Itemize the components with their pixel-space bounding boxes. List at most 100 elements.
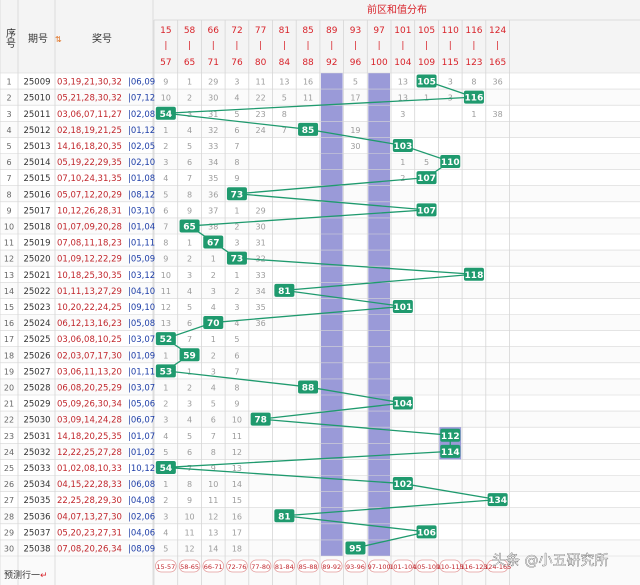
column-header-divider: | bbox=[212, 41, 215, 51]
row-miss-count: 9 bbox=[234, 400, 239, 409]
row-front-numbers: 10,20,22,24,25 bbox=[57, 303, 122, 313]
predict-range-button[interactable] bbox=[486, 559, 509, 573]
row-seq: 7 bbox=[6, 174, 11, 183]
row-miss-count: 6 bbox=[187, 158, 192, 167]
table-row: 4 25012 02,18,19,21,25 |01,12 1 4 32 6 24 7 19 bbox=[6, 126, 360, 136]
predict-range-button[interactable] bbox=[155, 559, 177, 573]
predict-range-label[interactable]: 105-109 bbox=[413, 563, 440, 571]
predict-range-button[interactable] bbox=[320, 559, 343, 573]
row-miss-count: 3 bbox=[400, 110, 405, 119]
row-back-numbers: |03,07 bbox=[128, 383, 155, 393]
predict-range-label[interactable]: 89-92 bbox=[322, 563, 341, 571]
column-header-top: 81 bbox=[279, 26, 290, 36]
row-back-numbers: |04,06 bbox=[128, 528, 155, 538]
row-seq: 11 bbox=[4, 239, 14, 248]
table-row: 17 25025 03,06,08,10,25 |03,07 7 1 5 bbox=[4, 335, 240, 345]
predict-range-button[interactable] bbox=[392, 559, 414, 573]
table-row: 16 25024 06,12,13,16,23 |05,08 13 6 4 36 bbox=[4, 319, 266, 329]
row-back-numbers: |03,12 bbox=[128, 271, 155, 281]
predict-range-label[interactable]: 72-76 bbox=[228, 563, 247, 571]
row-back-numbers: |01,02 bbox=[128, 448, 155, 458]
row-miss-count: 3 bbox=[234, 78, 239, 87]
sum-value: 107 bbox=[417, 206, 436, 216]
table-rows: 1 25009 03,19,21,30,32 |06,09 9 1 29 3 11 13 16 5 13… bbox=[4, 78, 503, 555]
table-row: 23 25031 14,18,20,25,35 |01,07 4 5 7 11 bbox=[4, 432, 242, 442]
row-miss-count: 10 bbox=[161, 271, 171, 280]
row-miss-count: 4 bbox=[187, 416, 192, 425]
column-header-divider: | bbox=[496, 41, 499, 51]
sum-marker bbox=[416, 203, 437, 217]
row-miss-count: 4 bbox=[234, 94, 239, 103]
table-row: 18 25026 02,03,07,17,30 |01,09 1 2 6 bbox=[4, 351, 240, 361]
row-back-numbers: |01,11 bbox=[128, 367, 155, 377]
column-header-top: 77 bbox=[255, 26, 266, 36]
row-miss-count: 1 bbox=[424, 94, 429, 103]
column-header-bottom: 71 bbox=[208, 58, 219, 68]
predict-range-label[interactable]: 15-57 bbox=[156, 563, 175, 571]
row-miss-count: 13 bbox=[398, 94, 408, 103]
predict-range-button[interactable] bbox=[202, 559, 224, 573]
row-miss-count: 1 bbox=[163, 480, 168, 489]
predict-range-button[interactable] bbox=[226, 559, 248, 573]
predict-range-label[interactable]: 81-84 bbox=[275, 563, 294, 571]
predict-range-label[interactable]: 58-65 bbox=[180, 563, 199, 571]
predict-range-button[interactable] bbox=[368, 559, 390, 573]
row-miss-count: 17 bbox=[350, 94, 360, 103]
row-front-numbers: 02,18,19,21,25 bbox=[57, 126, 122, 136]
predict-range-button[interactable] bbox=[463, 559, 485, 573]
row-seq: 23 bbox=[4, 432, 14, 441]
row-miss-count: 15 bbox=[232, 496, 242, 505]
column-header-top: 66 bbox=[208, 26, 220, 36]
seq-header: 序号 bbox=[4, 27, 16, 49]
row-front-numbers: 03,06,08,10,25 bbox=[57, 335, 122, 345]
sort-arrow-icon[interactable]: ⇅ bbox=[55, 35, 62, 44]
predict-range-label[interactable]: 116-123 bbox=[460, 563, 487, 571]
row-miss-count: 8 bbox=[471, 78, 476, 87]
predict-range-label[interactable]: 97-100 bbox=[368, 563, 391, 571]
row-miss-count: 1 bbox=[400, 158, 405, 167]
row-back-numbers: |01,09 bbox=[128, 351, 155, 361]
predict-range-label[interactable]: 77-80 bbox=[251, 563, 270, 571]
table-row: 30 25038 07,08,20,26,34 |08,09 5 12 14 18 bbox=[4, 544, 242, 554]
row-back-numbers: |06,09 bbox=[128, 78, 155, 88]
row-miss-count: 12 bbox=[232, 448, 242, 457]
predict-range-label[interactable]: 85-88 bbox=[299, 563, 318, 571]
predict-range-label[interactable]: 66-71 bbox=[204, 563, 223, 571]
predict-range-button[interactable] bbox=[249, 559, 272, 573]
predict-range-button[interactable] bbox=[415, 559, 438, 573]
row-miss-count: 18 bbox=[232, 544, 242, 553]
row-back-numbers: |02,08 bbox=[128, 110, 155, 120]
predict-range-button[interactable] bbox=[178, 559, 201, 573]
row-miss-count: 1 bbox=[163, 126, 168, 135]
row-period: 25013 bbox=[23, 142, 50, 152]
row-miss-count: 36 bbox=[256, 319, 266, 328]
predict-arrow-icon: ↵ bbox=[40, 571, 48, 581]
predict-range-label[interactable]: 93-96 bbox=[346, 563, 365, 571]
predict-range-button[interactable] bbox=[439, 559, 461, 573]
predict-range-label[interactable]: 110-115 bbox=[437, 563, 464, 571]
row-miss-count: 13 bbox=[398, 78, 408, 87]
row-miss-count: 7 bbox=[163, 222, 168, 231]
column-header-top: 101 bbox=[394, 26, 411, 36]
predict-range-label[interactable]: 101-104 bbox=[389, 563, 416, 571]
row-front-numbers: 06,12,13,16,23 bbox=[57, 319, 122, 329]
table-header: 序号 期号 ⇅ 奖号 前区和值分布 bbox=[4, 3, 428, 49]
predict-range-label[interactable]: 124-165 bbox=[484, 563, 511, 571]
watermark-text: 头条 @小五研究所 bbox=[492, 552, 608, 569]
predict-range-button[interactable] bbox=[273, 559, 296, 573]
predict-range-button[interactable] bbox=[344, 559, 367, 573]
column-header-bottom: 76 bbox=[231, 58, 243, 68]
sum-marker bbox=[440, 428, 461, 442]
row-miss-count: 11 bbox=[161, 287, 171, 296]
row-miss-count: 11 bbox=[208, 496, 218, 505]
row-period: 25014 bbox=[23, 158, 50, 168]
row-period: 25033 bbox=[23, 464, 50, 474]
row-period: 25009 bbox=[23, 78, 50, 88]
sum-value: 118 bbox=[465, 271, 484, 281]
row-front-numbers: 12,22,25,27,28 bbox=[57, 448, 122, 458]
row-front-numbers: 05,19,22,29,35 bbox=[57, 158, 122, 168]
row-period: 25031 bbox=[23, 432, 50, 442]
row-miss-count: 4 bbox=[211, 383, 216, 392]
predict-range-button[interactable] bbox=[297, 559, 319, 573]
table-row: 19 25027 03,06,11,13,20 |01,11 1 3 7 bbox=[4, 367, 240, 377]
